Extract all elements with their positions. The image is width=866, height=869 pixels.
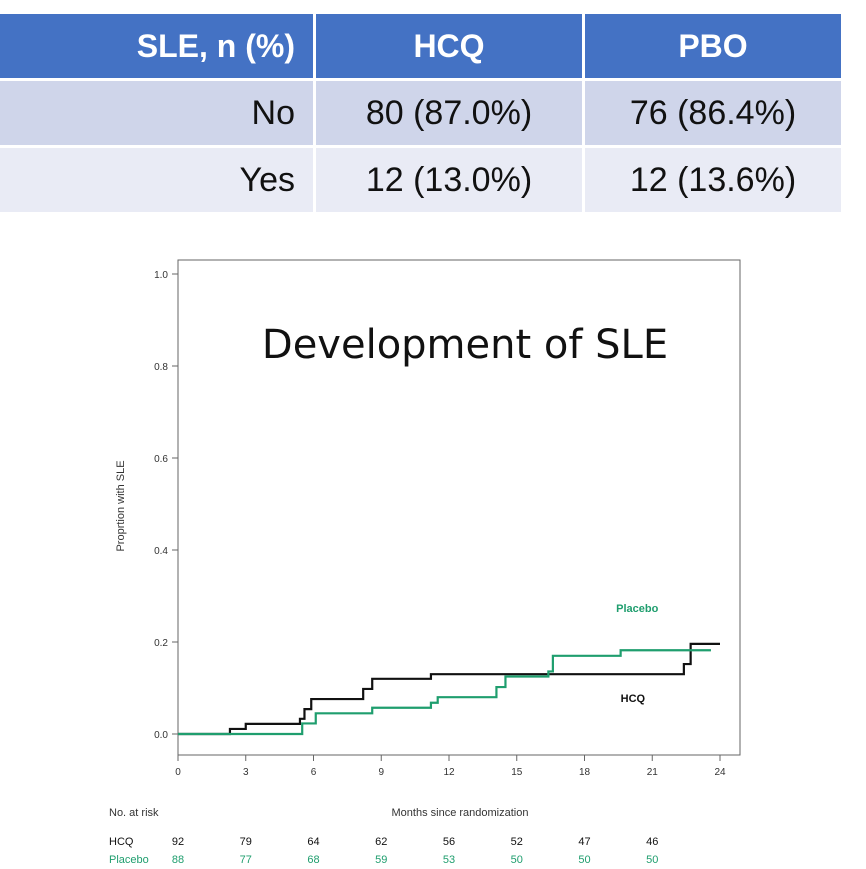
km-chart: Development of SLE 0.0 0.2 0.4 0.6 0.8 1.0 0 3…	[109, 259, 741, 866]
series-label-hcq: HCQ	[621, 693, 646, 705]
y-axis: 0.0 0.2 0.4 0.6 0.8 1.0	[154, 270, 178, 741]
y-tick-label: 0.8	[154, 362, 168, 373]
risk-count: 56	[443, 836, 455, 848]
risk-count: 46	[646, 836, 658, 848]
series-lines	[178, 642, 720, 736]
series-line-hcq	[178, 642, 720, 736]
summary-table: SLE, n (%) HCQ PBO No 80 (87.0%) 76 (86.…	[0, 14, 841, 212]
risk-table: HCQ 92 79 64 62 56 52 47 46 Placebo 88 77 68 59 53 50 50…	[109, 836, 658, 866]
y-axis-label: Proprtion with SLE	[115, 460, 127, 551]
x-tick-label: 24	[714, 767, 726, 778]
risk-count: 50	[578, 854, 590, 866]
risk-count: 79	[240, 836, 252, 848]
row-label: Yes	[0, 148, 313, 212]
risk-row-name: HCQ	[109, 836, 134, 848]
risk-count: 62	[375, 836, 387, 848]
table-cell: 12 (13.0%)	[316, 148, 582, 212]
risk-count: 50	[646, 854, 658, 866]
x-axis-label: Months since randomization	[392, 807, 529, 819]
x-tick-label: 21	[647, 767, 659, 778]
x-tick-label: 6	[311, 767, 317, 778]
risk-count: 64	[307, 836, 319, 848]
x-tick-label: 9	[378, 767, 384, 778]
y-tick-label: 1.0	[154, 270, 168, 281]
series-label-placebo: Placebo	[616, 603, 658, 615]
header-pbo: PBO	[585, 14, 841, 78]
header-sle: SLE, n (%)	[0, 14, 313, 78]
risk-count: 92	[172, 836, 184, 848]
x-axis: 0 3 6 9 12 15 18 21 24	[175, 755, 726, 778]
table-row: Yes 12 (13.0%) 12 (13.6%)	[0, 148, 841, 212]
risk-count: 77	[240, 854, 252, 866]
table-cell: 12 (13.6%)	[585, 148, 841, 212]
risk-count: 53	[443, 854, 455, 866]
y-tick-label: 0.0	[154, 730, 168, 741]
risk-count: 47	[578, 836, 590, 848]
series-annotations: Placebo HCQ	[616, 603, 658, 705]
series-line-placebo	[178, 649, 711, 736]
risk-row-name: Placebo	[109, 854, 149, 866]
table-row: No 80 (87.0%) 76 (86.4%)	[0, 81, 841, 145]
risk-count: 59	[375, 854, 387, 866]
risk-count: 52	[511, 836, 523, 848]
header-hcq: HCQ	[316, 14, 582, 78]
table-cell: 80 (87.0%)	[316, 81, 582, 145]
table-cell: 76 (86.4%)	[585, 81, 841, 145]
table-header-row: SLE, n (%) HCQ PBO	[0, 14, 841, 78]
row-label: No	[0, 81, 313, 145]
y-tick-label: 0.2	[154, 638, 168, 649]
x-tick-label: 3	[243, 767, 249, 778]
y-tick-label: 0.6	[154, 454, 168, 465]
risk-count: 68	[307, 854, 319, 866]
x-tick-label: 18	[579, 767, 591, 778]
risk-count: 88	[172, 854, 184, 866]
plot-frame	[177, 259, 741, 756]
risk-table-label: No. at risk	[109, 807, 159, 819]
y-tick-label: 0.4	[154, 546, 168, 557]
x-tick-label: 12	[443, 767, 455, 778]
risk-count: 50	[511, 854, 523, 866]
chart-title: Development of SLE	[262, 322, 668, 368]
x-tick-label: 0	[175, 767, 181, 778]
x-tick-label: 15	[511, 767, 523, 778]
